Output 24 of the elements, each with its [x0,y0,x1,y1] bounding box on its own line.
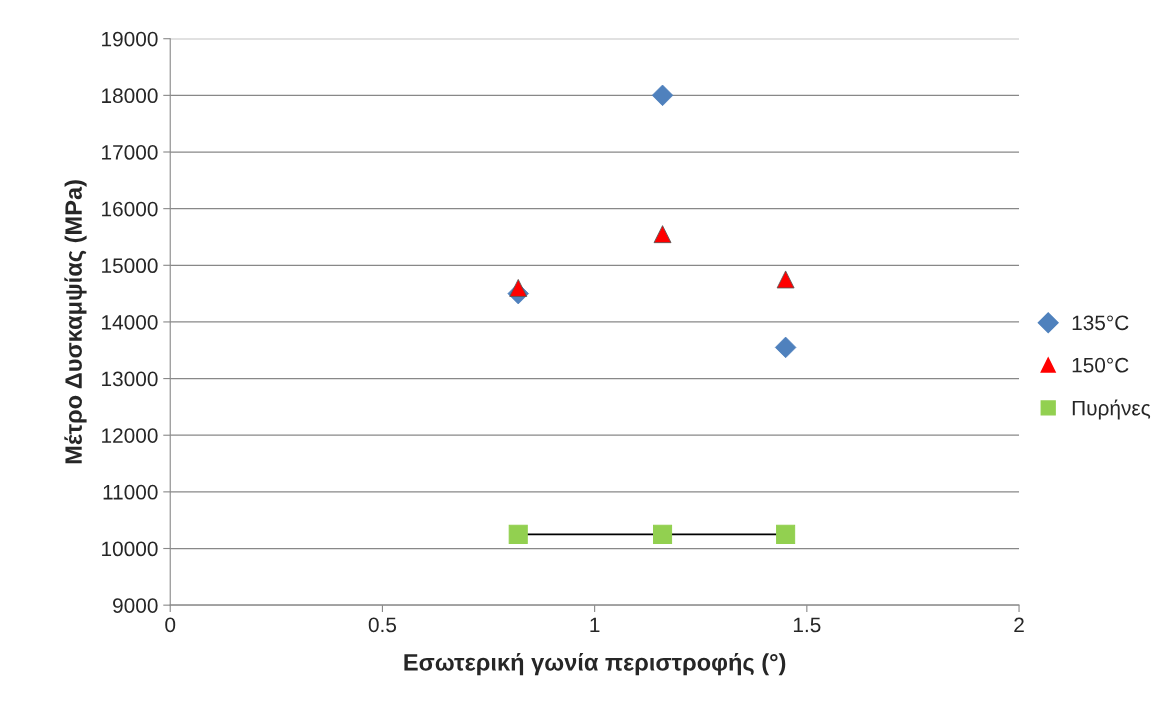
y-tick-label: 18000 [102,88,158,104]
x-tick-label: 0.5 [368,617,397,633]
x-tick-label: 2 [1014,617,1024,633]
y-tick-label: 11000 [103,484,158,500]
point [508,524,528,544]
y-tick-label: 19000 [102,31,158,47]
y-tick-label: 12000 [102,428,158,443]
y-tick-label: 13000 [102,371,158,387]
legend-label: Πυρήνες [1072,399,1151,420]
y-tick-label: 17000 [102,145,158,160]
x-tick-label: 0 [165,617,176,633]
legend-label: 150°C [1072,357,1129,373]
x-tick-label: 1 [590,617,600,633]
point [776,524,796,544]
y-tick-label: 14000 [102,314,158,330]
point [652,524,673,544]
legend-label: 135°C [1072,315,1129,331]
x-axis-title: Εσωτερική γωνία περιστροφής (°) [404,653,786,676]
y-tick-label: 9000 [113,598,158,613]
x-tick-label: 1.5 [793,617,821,633]
y-tick-label: 15000 [102,258,158,274]
y-tick-label: 10000 [102,541,158,557]
y-tick-label: 16000 [102,201,158,217]
y-axis-title: Μέτρο Δυσκαμψίας (MPa) [64,180,87,464]
